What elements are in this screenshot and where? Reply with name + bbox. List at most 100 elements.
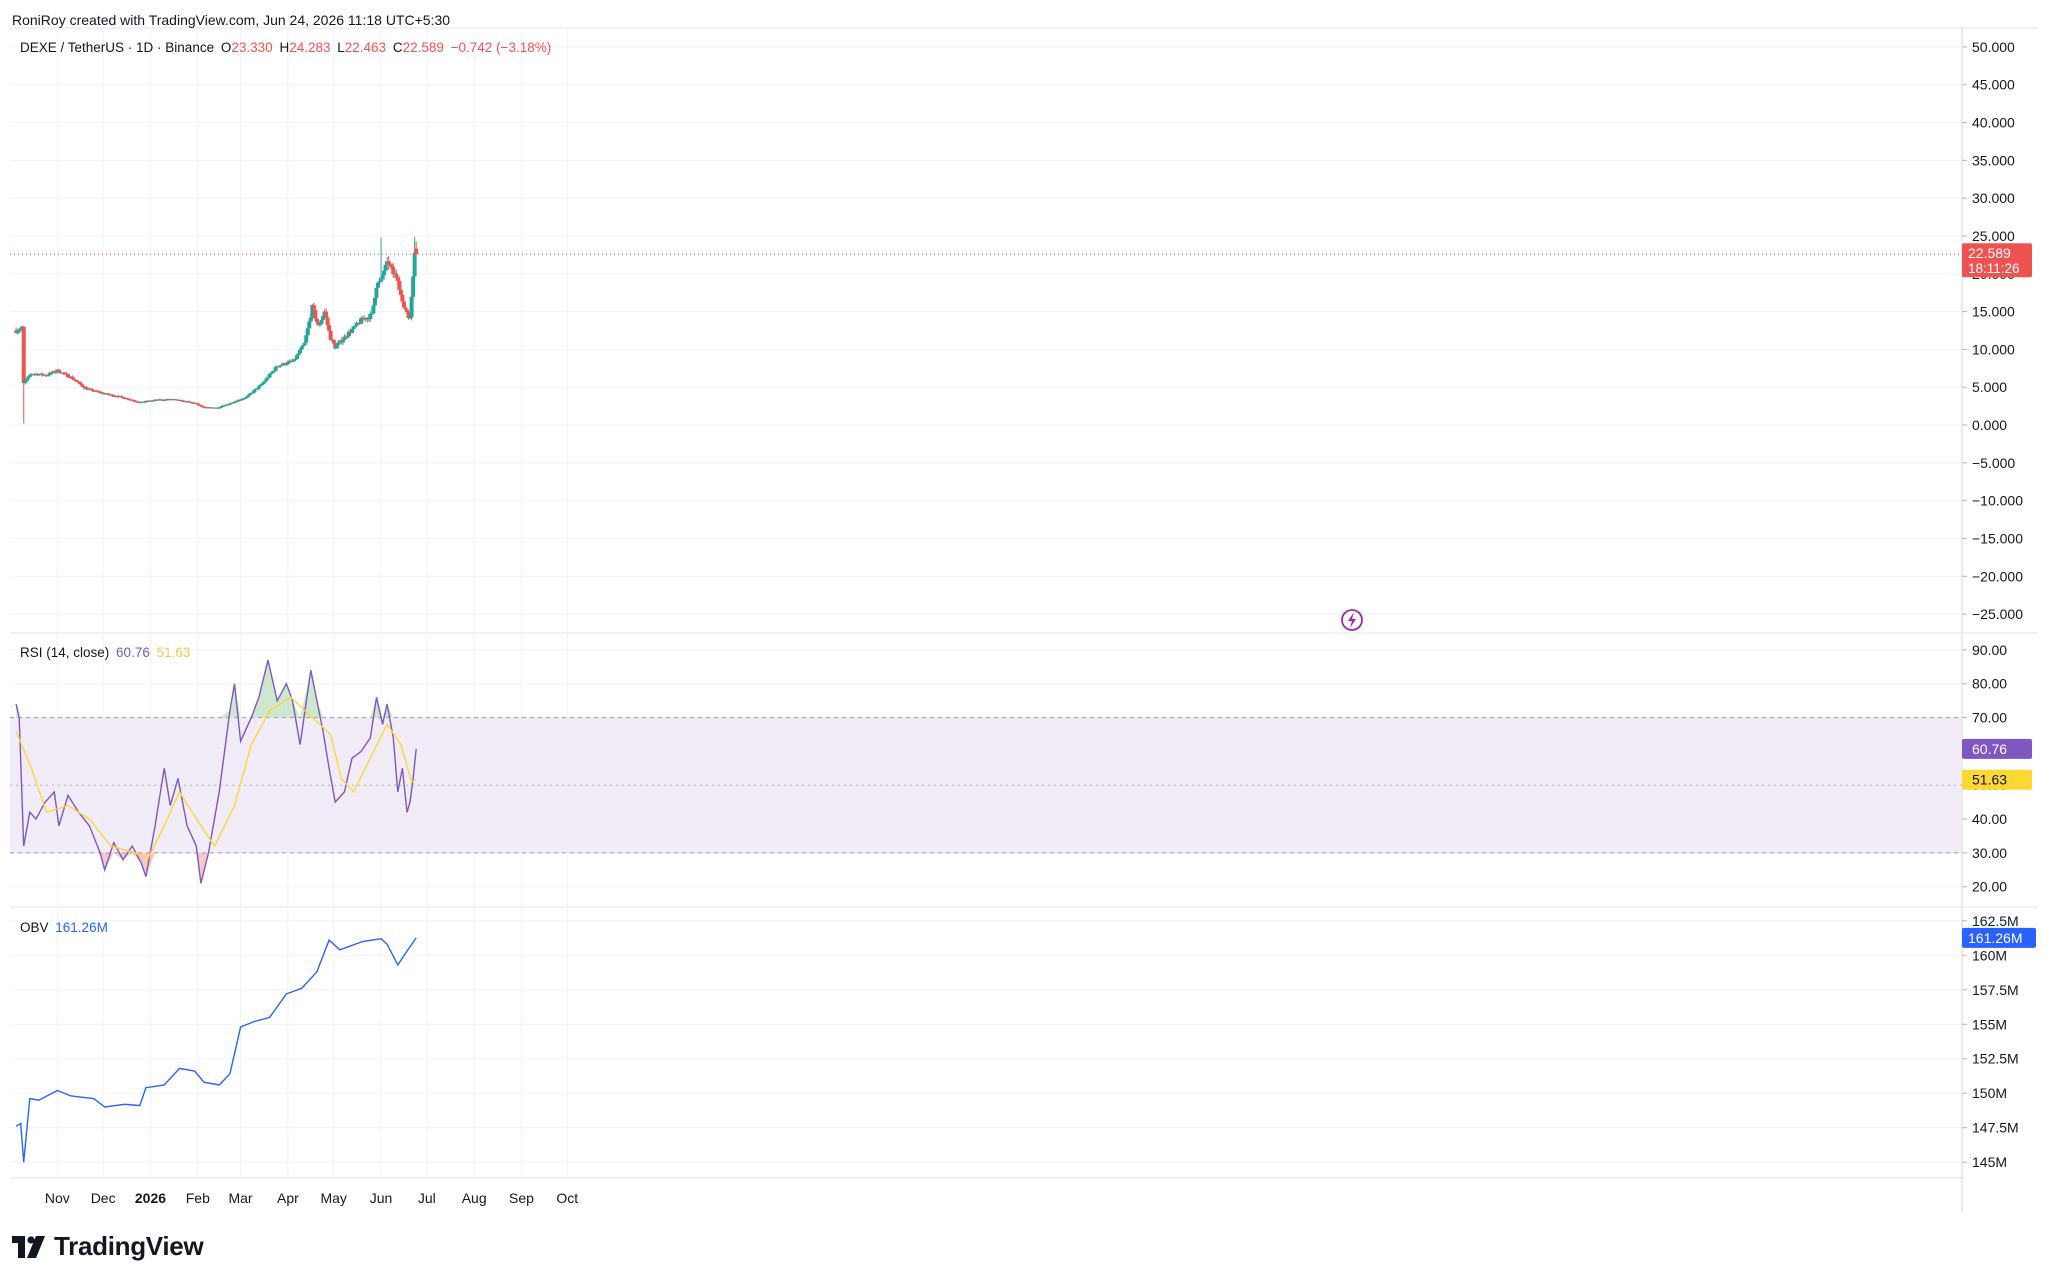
candle-body	[397, 280, 402, 290]
candle-body	[221, 405, 226, 407]
candle-body	[298, 349, 303, 354]
candle-body	[269, 373, 274, 375]
candle-body	[49, 372, 54, 374]
candle-body	[261, 382, 266, 385]
candle-body	[406, 312, 411, 318]
x-tick-label: May	[320, 1190, 346, 1206]
candle-body	[72, 379, 77, 381]
y-tick-label: 90.00	[1972, 642, 2007, 658]
y-tick-label: 162.5M	[1972, 913, 2019, 929]
candle-body	[282, 363, 287, 365]
candle-body	[244, 396, 249, 398]
y-tick-label: 30.000	[1972, 190, 2015, 206]
rsi-overbought-fill	[382, 704, 388, 718]
rsi-overbought-fill	[310, 670, 317, 718]
rsi-overbought-fill	[286, 683, 293, 718]
open-label: O	[220, 40, 232, 55]
candle-body	[334, 345, 339, 349]
candle-body	[37, 374, 42, 376]
candle-body	[354, 322, 359, 326]
candle-body	[247, 393, 252, 396]
y-tick-label: 20.00	[1972, 879, 2007, 895]
close-label: C	[392, 40, 403, 55]
candle-body	[78, 382, 83, 385]
y-tick-label: 5.000	[1972, 379, 2007, 395]
candle-body	[81, 385, 86, 388]
candle-body	[243, 397, 248, 399]
candle-body	[368, 313, 373, 320]
candle-body	[175, 399, 180, 401]
y-tick-label: 0.000	[1972, 417, 2007, 433]
candle-body	[302, 342, 307, 345]
candle-body	[389, 264, 394, 268]
candle-body	[73, 379, 78, 381]
candle-body	[371, 305, 376, 314]
candle-body	[276, 366, 281, 368]
candle-body	[408, 317, 413, 319]
candle-body	[301, 344, 306, 347]
candle-body	[120, 397, 125, 399]
brand-name: TradingView	[54, 1231, 204, 1261]
x-tick-label: Nov	[45, 1190, 70, 1206]
candle-body	[246, 395, 251, 397]
rsi-overbought-fill	[300, 670, 311, 718]
y-tick-label: 15.000	[1972, 304, 2015, 320]
rsi-ma-line	[15, 696, 417, 861]
rsi-oversold-fill	[104, 852, 114, 870]
candle-body	[292, 359, 297, 361]
candle-body	[56, 369, 61, 373]
candle-body	[75, 380, 80, 382]
candle-body	[79, 384, 84, 386]
y-tick-label: 150M	[1972, 1085, 2007, 1101]
candle-body	[125, 398, 130, 400]
candle-body	[324, 311, 329, 318]
tradingview-logo-icon	[12, 1235, 45, 1258]
candle-body	[284, 364, 289, 366]
candle-body	[238, 399, 243, 401]
candle-body	[313, 310, 318, 319]
x-tick-label: Mar	[228, 1190, 252, 1206]
symbol-label[interactable]: DEXE / TetherUS · 1D · Binance	[20, 40, 215, 55]
candle-body	[285, 361, 290, 365]
rsi-value-badge	[1962, 738, 2032, 759]
candle-body	[319, 320, 324, 324]
candle-body	[198, 405, 203, 407]
brand-logo[interactable]: TradingView	[12, 1231, 204, 1262]
candle-body	[375, 282, 380, 288]
low-value: 22.463	[344, 40, 387, 55]
candle-body	[101, 392, 106, 394]
candle-body	[321, 316, 326, 321]
price-badge	[1962, 243, 2032, 278]
rsi-label[interactable]: RSI (14, close)	[20, 645, 110, 660]
candle-body	[217, 407, 222, 409]
candle-body	[409, 296, 414, 318]
candle-body	[314, 318, 319, 323]
x-tick-label: Jun	[370, 1190, 393, 1206]
y-tick-label: 10.000	[1972, 341, 2015, 357]
rsi-oversold-fill	[122, 852, 133, 860]
candle-body	[76, 381, 81, 383]
x-tick-label: 2026	[135, 1190, 166, 1206]
candle-body	[250, 392, 255, 394]
candle-body	[279, 364, 284, 366]
candle-body	[270, 371, 275, 374]
candle-body	[369, 313, 374, 315]
candle-body	[273, 366, 278, 371]
candle-body	[252, 390, 257, 393]
candle-body	[262, 380, 267, 383]
open-value: 23.330	[231, 40, 273, 55]
candle-body	[98, 391, 103, 393]
rsi-overbought-fill	[268, 660, 278, 718]
candle-body	[325, 317, 330, 326]
price-badge-value: 22.589	[1968, 245, 2011, 261]
candle-body	[351, 326, 356, 330]
candle-body	[95, 390, 100, 392]
candle-body	[137, 402, 142, 404]
obv-legend: OBV 161.26M	[20, 920, 108, 935]
candle-body	[46, 375, 51, 377]
obv-label[interactable]: OBV	[20, 920, 49, 935]
candle-body	[353, 325, 358, 327]
candle-body	[290, 360, 295, 362]
close-value: 22.589	[402, 40, 444, 55]
